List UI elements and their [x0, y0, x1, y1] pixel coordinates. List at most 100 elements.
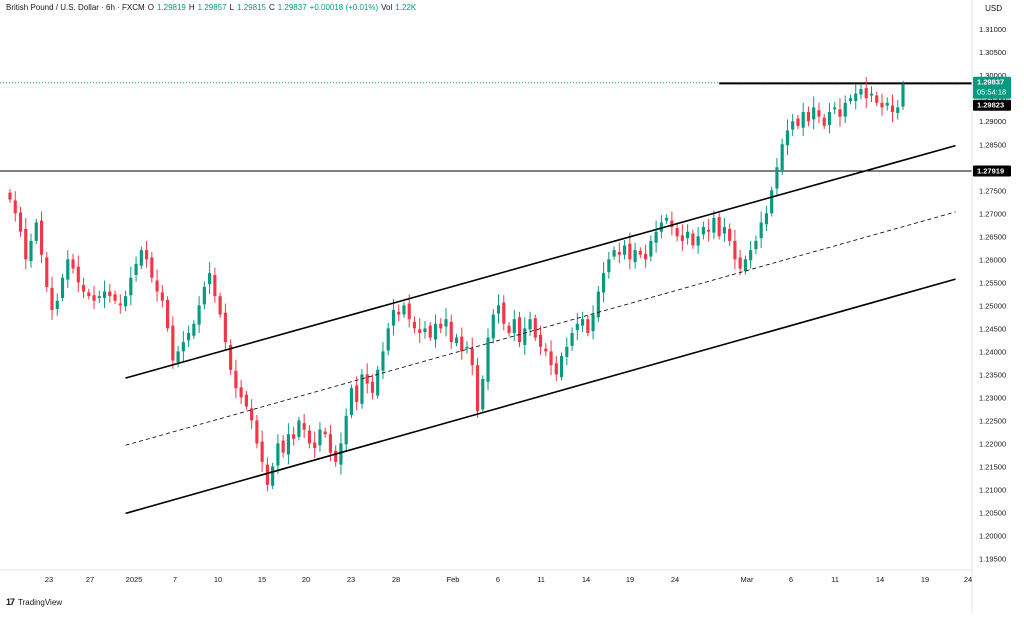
candle-down: [234, 370, 238, 389]
candle-down: [13, 200, 17, 214]
candle-down: [875, 95, 879, 103]
candle-down: [239, 387, 243, 398]
x-tick-label: 14: [876, 575, 884, 584]
candle-up: [34, 222, 38, 241]
x-tick-label: 19: [921, 575, 929, 584]
change-value: +0.00018 (+0.01%): [309, 3, 379, 12]
channel-upper-line: [125, 144, 956, 379]
candle-up: [791, 121, 795, 130]
price-label-box: [973, 165, 1011, 177]
candle-up: [286, 434, 290, 455]
candle-down: [87, 292, 91, 297]
candle-down: [586, 319, 590, 333]
candle-up: [271, 466, 275, 486]
candle-down: [255, 420, 259, 444]
candle-up: [607, 259, 611, 273]
candle-down: [691, 233, 695, 246]
candle-up: [376, 369, 380, 396]
candle-down: [302, 423, 306, 430]
candle-up: [859, 89, 863, 95]
candle-up: [575, 323, 579, 331]
candle-up: [854, 93, 858, 101]
candle-up: [722, 227, 726, 234]
x-tick-label: 24: [964, 575, 972, 584]
candle-down: [307, 430, 311, 444]
candle-down: [418, 329, 422, 333]
candle-up: [202, 286, 206, 305]
candle-down: [50, 287, 54, 310]
candle-up: [764, 213, 768, 225]
candle-down: [644, 253, 648, 260]
currency-label[interactable]: USD: [985, 4, 1002, 13]
x-tick-label: 23: [347, 575, 355, 584]
candle-down: [113, 294, 117, 301]
candle-up: [491, 314, 495, 339]
x-tick-label: 14: [582, 575, 590, 584]
candle-up: [749, 250, 753, 261]
candle-down: [680, 235, 684, 241]
x-tick-label: 2025: [126, 575, 143, 584]
candle-up: [580, 319, 585, 326]
candle-up: [659, 222, 663, 232]
candle-down: [475, 365, 480, 412]
symbol-title[interactable]: British Pound / U.S. Dollar · 6h · FXCM: [6, 3, 145, 12]
candle-down: [554, 363, 558, 375]
candle-down: [796, 118, 800, 126]
candle-up: [381, 351, 385, 371]
candle-down: [155, 280, 159, 292]
candle-down: [502, 302, 506, 324]
candle-up: [754, 240, 758, 250]
candle-down: [265, 464, 269, 485]
channel-middle-line: [125, 211, 956, 446]
candle-down: [670, 220, 674, 228]
high-label: H: [188, 3, 195, 12]
candle-up: [570, 332, 574, 346]
candle-up: [360, 374, 364, 404]
x-tick-label: 23: [45, 575, 53, 584]
candle-down: [76, 266, 80, 283]
candle-down: [213, 274, 217, 297]
y-tick-label: 1.21500: [979, 462, 1006, 471]
y-tick-label: 1.29000: [979, 117, 1006, 126]
y-tick-label: 1.22000: [979, 439, 1006, 448]
y-tick-label: 1.30500: [979, 48, 1006, 57]
candle-up: [465, 346, 469, 349]
x-tick-label: 24: [671, 575, 679, 584]
y-tick-label: 1.23000: [979, 393, 1006, 402]
low-label: L: [229, 3, 235, 12]
candle-down: [738, 257, 742, 269]
candle-up: [176, 351, 180, 363]
tradingview-brand[interactable]: 17 TradingView: [6, 597, 62, 607]
candle-up: [444, 319, 448, 327]
candle-down: [544, 348, 548, 352]
volume-label: Vol: [381, 3, 393, 12]
candle-up: [596, 291, 600, 318]
candle-up: [654, 231, 658, 243]
x-tick-label: 28: [392, 575, 400, 584]
y-tick-label: 1.31000: [979, 25, 1006, 34]
candle-down: [806, 112, 811, 122]
y-tick-label: 1.20000: [979, 531, 1006, 540]
candle-up: [512, 319, 516, 333]
candle-down: [334, 450, 338, 462]
low-value: 1.29815: [237, 3, 266, 12]
candle-down: [733, 240, 737, 260]
candle-down: [507, 325, 511, 333]
candle-down: [890, 105, 895, 113]
candle-up: [496, 305, 501, 314]
x-tick-label: 11: [831, 575, 839, 584]
candle-down: [92, 295, 96, 301]
candle-up: [759, 222, 763, 239]
channel-lower-line: [125, 278, 956, 515]
y-tick-label: 1.27000: [979, 209, 1006, 218]
candle-up: [29, 240, 33, 262]
candle-down: [223, 312, 227, 343]
candle-down: [822, 117, 826, 126]
candle-up: [559, 355, 564, 378]
y-tick-label: 1.26000: [979, 255, 1006, 264]
y-tick-label: 1.23500: [979, 370, 1006, 379]
price-label-text: 1.29837: [977, 78, 1004, 87]
candle-up: [649, 240, 653, 257]
close-value: 1.29837: [277, 3, 307, 12]
